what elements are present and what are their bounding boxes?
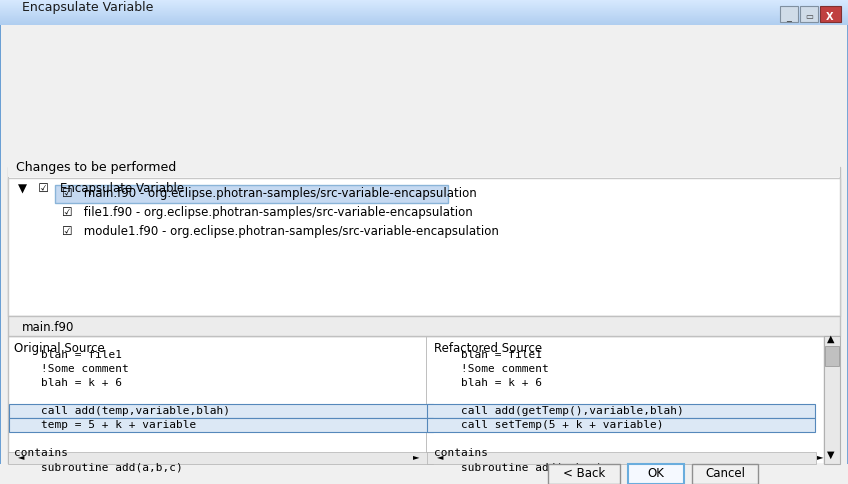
Bar — [0, 23, 848, 24]
Text: blah = k + 6: blah = k + 6 — [434, 378, 542, 388]
Text: blah = k + 6: blah = k + 6 — [14, 378, 122, 388]
Bar — [800, 6, 818, 22]
Bar — [8, 178, 840, 316]
Bar — [0, 20, 848, 21]
Text: < Back: < Back — [563, 467, 605, 480]
Bar — [0, 21, 848, 22]
Bar — [0, 10, 848, 11]
Bar — [8, 167, 840, 316]
Text: call setTemp(5 + k + variable): call setTemp(5 + k + variable) — [434, 420, 663, 430]
Text: contains: contains — [434, 448, 488, 458]
Text: Original Source: Original Source — [14, 342, 105, 355]
Text: contains: contains — [14, 448, 68, 458]
Bar — [427, 404, 815, 418]
Bar — [0, 16, 848, 17]
Bar — [0, 3, 848, 4]
Bar — [0, 11, 848, 12]
Text: call add(getTemp(),variable,blah): call add(getTemp(),variable,blah) — [434, 406, 683, 416]
Bar — [0, 15, 848, 16]
Bar — [0, 7, 848, 8]
Text: ▼   ☑   Encapsulate Variable: ▼ ☑ Encapsulate Variable — [18, 182, 184, 195]
Text: ☑   main.f90 - org.eclipse.photran-samples/src-variable-encapsulation: ☑ main.f90 - org.eclipse.photran-samples… — [62, 187, 477, 200]
Text: ►: ► — [413, 452, 419, 461]
Text: Cancel: Cancel — [705, 467, 745, 480]
Text: ▼: ▼ — [828, 450, 834, 460]
Text: ▲: ▲ — [828, 334, 834, 344]
Bar — [0, 17, 848, 18]
Text: subroutine add(a,b,c): subroutine add(a,b,c) — [434, 462, 603, 472]
Bar — [8, 452, 433, 464]
Text: X: X — [826, 12, 834, 22]
Bar — [8, 336, 824, 464]
Text: main.f90: main.f90 — [22, 321, 75, 334]
Bar — [0, 464, 848, 484]
Bar — [0, 18, 848, 19]
Bar — [0, 24, 848, 25]
Bar — [8, 157, 840, 177]
Text: !Some comment: !Some comment — [14, 364, 129, 374]
Bar — [0, 14, 848, 15]
Bar — [780, 6, 798, 22]
Text: ☑   module1.f90 - org.eclipse.photran-samples/src-variable-encapsulation: ☑ module1.f90 - org.eclipse.photran-samp… — [62, 225, 499, 238]
Bar — [0, 1, 848, 2]
Text: ▭: ▭ — [805, 12, 813, 21]
Bar — [8, 316, 840, 336]
Text: blah = file1: blah = file1 — [434, 350, 542, 360]
Text: Encapsulate Variable: Encapsulate Variable — [22, 1, 153, 14]
Bar — [628, 464, 684, 484]
Text: Changes to be performed: Changes to be performed — [16, 161, 176, 174]
Bar — [0, 13, 848, 14]
Text: ☑   file1.f90 - org.eclipse.photran-samples/src-variable-encapsulation: ☑ file1.f90 - org.eclipse.photran-sample… — [62, 206, 472, 219]
Bar — [427, 452, 816, 464]
Bar — [825, 346, 839, 366]
Bar — [824, 336, 840, 464]
Text: call add(temp,variable,blah): call add(temp,variable,blah) — [14, 406, 230, 416]
Bar — [55, 185, 448, 203]
Bar — [9, 418, 433, 432]
Bar — [0, 0, 848, 1]
Text: ►: ► — [817, 452, 823, 461]
Bar — [0, 9, 848, 10]
Text: ◄: ◄ — [18, 452, 25, 461]
Bar — [9, 404, 433, 418]
Bar — [0, 8, 848, 9]
Bar — [427, 418, 815, 432]
Bar — [820, 6, 841, 22]
Text: OK: OK — [648, 467, 665, 480]
Text: Refactored Source: Refactored Source — [434, 342, 542, 355]
Bar — [9, 168, 839, 315]
Bar — [0, 12, 848, 13]
Text: _: _ — [787, 12, 791, 22]
Bar — [0, 5, 848, 6]
Bar — [426, 336, 427, 464]
Bar — [0, 19, 848, 20]
Text: ◄: ◄ — [437, 452, 444, 461]
Text: !Some comment: !Some comment — [434, 364, 549, 374]
Bar — [548, 464, 620, 484]
Bar — [0, 2, 848, 3]
Text: temp = 5 + k + variable: temp = 5 + k + variable — [14, 420, 196, 430]
Bar — [0, 6, 848, 7]
Text: subroutine add(a,b,c): subroutine add(a,b,c) — [14, 462, 183, 472]
Bar — [0, 4, 848, 5]
Bar — [692, 464, 758, 484]
Bar — [0, 22, 848, 23]
Text: blah = file1: blah = file1 — [14, 350, 122, 360]
